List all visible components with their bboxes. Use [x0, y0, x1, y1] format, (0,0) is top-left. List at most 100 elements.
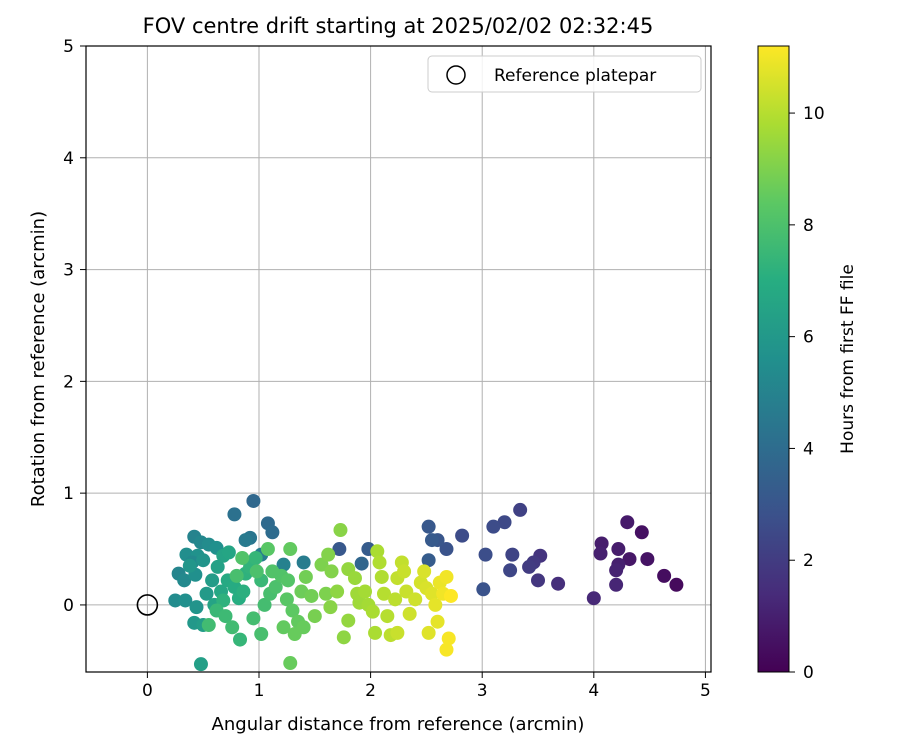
data-point — [417, 564, 432, 579]
reference-marker-group — [136, 594, 159, 616]
y-axis-label: Rotation from reference (arcmin) — [28, 211, 49, 507]
data-point — [634, 525, 649, 540]
legend: Reference platepar — [427, 55, 702, 93]
data-point — [421, 553, 436, 568]
colorbar: 0 2 4 6 8 10 Hours from first FF file — [757, 45, 858, 683]
colorbar-gradient — [757, 45, 790, 673]
legend-box — [427, 55, 702, 93]
data-point — [388, 592, 403, 607]
data-point — [669, 577, 684, 592]
data-point — [189, 600, 204, 615]
data-point — [296, 555, 311, 570]
data-point — [443, 588, 458, 603]
data-point — [503, 563, 518, 578]
data-point — [221, 545, 236, 560]
data-point — [430, 614, 445, 629]
data-point — [324, 564, 339, 579]
data-point — [246, 493, 261, 508]
y-tick-label: 3 — [63, 261, 74, 281]
data-point — [314, 557, 329, 572]
legend-marker — [446, 65, 466, 85]
data-point — [276, 557, 291, 572]
data-point — [421, 625, 436, 640]
data-point — [268, 580, 283, 595]
data-point — [304, 588, 319, 603]
data-point — [196, 553, 211, 568]
data-point — [376, 586, 391, 601]
data-point — [372, 555, 387, 570]
data-point — [531, 573, 546, 588]
colorbar-tick-label: 8 — [803, 216, 814, 236]
data-point — [218, 609, 233, 624]
data-point — [210, 559, 225, 574]
data-point — [260, 542, 275, 557]
data-point — [368, 625, 383, 640]
y-tick-label: 2 — [63, 372, 74, 392]
data-point — [424, 586, 439, 601]
data-point — [365, 604, 380, 619]
colorbar-ticks: 0 2 4 6 8 10 — [789, 104, 825, 683]
reference-platepar-marker — [136, 594, 159, 616]
data-point — [380, 609, 395, 624]
y-axis: 0 1 2 3 4 5 — [63, 37, 86, 616]
data-point — [330, 584, 345, 599]
data-point — [265, 564, 280, 579]
y-tick-label: 4 — [63, 149, 74, 169]
data-point — [178, 593, 193, 608]
data-point — [455, 528, 470, 543]
data-point — [358, 584, 373, 599]
chart-title: FOV centre drift starting at 2025/02/02 … — [143, 14, 654, 38]
data-point — [341, 613, 356, 628]
data-point — [246, 611, 261, 626]
data-point — [611, 542, 626, 557]
data-point — [238, 533, 253, 548]
data-point — [551, 576, 566, 591]
x-tick-label: 4 — [588, 681, 599, 701]
data-point — [257, 597, 272, 612]
data-point — [321, 547, 336, 562]
plot-frame — [85, 45, 712, 673]
data-point — [249, 564, 264, 579]
data-point — [439, 569, 454, 584]
data-point — [390, 625, 405, 640]
data-point — [307, 609, 322, 624]
data-point — [622, 552, 637, 567]
data-point — [370, 544, 385, 559]
data-point — [421, 519, 436, 534]
data-point — [276, 620, 291, 635]
data-point — [354, 556, 369, 571]
data-point — [227, 507, 242, 522]
y-tick-label: 1 — [63, 484, 74, 504]
data-point — [201, 618, 216, 633]
x-tick-label: 0 — [142, 681, 153, 701]
data-point — [254, 626, 269, 641]
data-point — [279, 592, 294, 607]
data-point — [281, 573, 296, 588]
data-point — [620, 515, 635, 530]
data-point — [285, 603, 300, 618]
data-point — [236, 584, 251, 599]
x-axis-label: Angular distance from reference (arcmin) — [212, 714, 585, 735]
data-point — [347, 571, 362, 586]
data-point — [229, 568, 244, 583]
data-point — [182, 558, 197, 573]
data-point — [283, 656, 298, 671]
data-point — [486, 519, 501, 534]
data-point — [235, 550, 250, 565]
x-tick-label: 1 — [254, 681, 265, 701]
data-point — [522, 559, 537, 574]
x-tick-label: 2 — [365, 681, 376, 701]
data-point — [505, 547, 520, 562]
data-point — [336, 630, 351, 645]
data-point — [476, 582, 491, 597]
data-point — [193, 657, 208, 672]
data-point — [233, 632, 248, 647]
x-axis: 0 1 2 3 4 5 — [142, 672, 711, 701]
data-point — [439, 542, 454, 557]
data-point — [168, 593, 183, 608]
data-point — [374, 569, 389, 584]
data-point — [298, 569, 313, 584]
data-point — [225, 620, 240, 635]
data-point — [397, 564, 412, 579]
